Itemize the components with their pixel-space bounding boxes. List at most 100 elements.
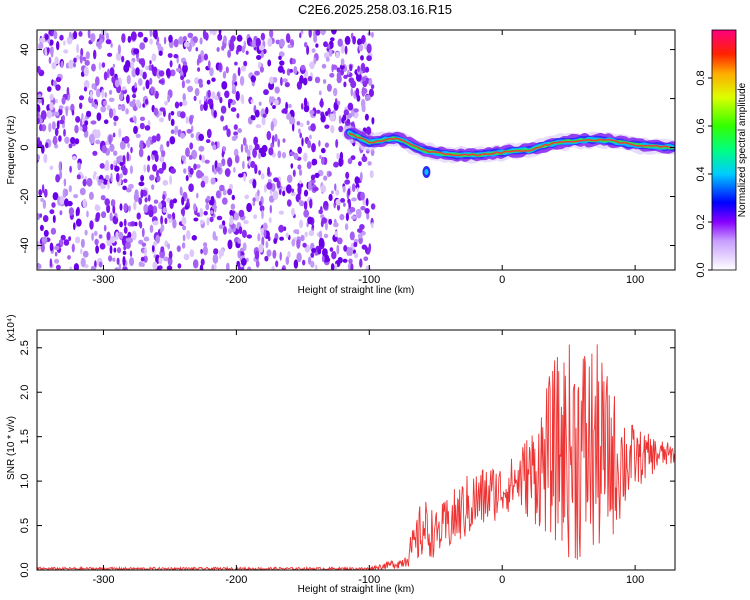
noise-speck bbox=[224, 168, 231, 177]
noise-speck bbox=[138, 197, 143, 205]
noise-speck bbox=[172, 218, 177, 229]
noise-speck bbox=[158, 50, 163, 56]
noise-speck bbox=[242, 160, 245, 170]
noise-speck bbox=[359, 224, 365, 230]
noise-speck bbox=[203, 210, 208, 216]
noise-speck bbox=[66, 36, 73, 45]
noise-speck bbox=[303, 152, 308, 162]
noise-speck bbox=[286, 68, 291, 76]
noise-speck bbox=[292, 122, 295, 132]
noise-speck bbox=[185, 147, 190, 157]
noise-speck bbox=[203, 53, 208, 61]
noise-speck bbox=[230, 107, 237, 112]
noise-speck bbox=[82, 178, 87, 187]
noise-speck bbox=[218, 249, 222, 260]
noise-speck bbox=[44, 188, 48, 198]
noise-speck bbox=[38, 140, 43, 149]
noise-speck bbox=[106, 32, 109, 41]
noise-speck bbox=[37, 155, 40, 161]
noise-speck bbox=[187, 85, 194, 93]
noise-speck bbox=[70, 137, 76, 144]
noise-speck bbox=[119, 203, 123, 211]
noise-speck bbox=[156, 169, 159, 178]
noise-speck bbox=[149, 38, 153, 45]
noise-speck bbox=[79, 54, 83, 64]
noise-speck bbox=[323, 205, 328, 210]
noise-speck bbox=[49, 102, 54, 111]
noise-speck bbox=[206, 195, 211, 200]
noise-speck bbox=[74, 124, 79, 134]
noise-speck bbox=[119, 140, 126, 150]
noise-speck bbox=[301, 137, 304, 147]
noise-speck bbox=[115, 231, 119, 241]
noise-speck bbox=[286, 184, 292, 194]
noise-speck bbox=[227, 239, 233, 250]
noise-speck bbox=[310, 252, 315, 258]
noise-speck bbox=[335, 51, 340, 58]
noise-speck bbox=[308, 181, 312, 191]
noise-speck bbox=[205, 203, 210, 211]
noise-speck bbox=[184, 41, 190, 48]
noise-speck bbox=[344, 45, 348, 55]
noise-speck bbox=[110, 42, 113, 48]
noise-speck bbox=[230, 203, 236, 210]
noise-speck bbox=[216, 215, 223, 221]
noise-speck bbox=[127, 142, 130, 148]
noise-speck bbox=[177, 263, 182, 269]
noise-speck bbox=[303, 189, 309, 197]
noise-speck bbox=[73, 30, 78, 40]
noise-speck bbox=[198, 133, 204, 141]
noise-speck bbox=[91, 83, 95, 90]
noise-speck bbox=[176, 245, 181, 252]
noise-speck bbox=[254, 109, 260, 118]
noise-speck bbox=[310, 260, 315, 268]
noise-speck bbox=[233, 148, 239, 157]
noise-speck bbox=[303, 105, 310, 113]
noise-speck bbox=[355, 209, 360, 216]
noise-speck bbox=[271, 266, 275, 270]
noise-speck bbox=[114, 267, 119, 270]
noise-speck bbox=[194, 77, 200, 85]
noise-speck bbox=[252, 201, 256, 207]
noise-speck bbox=[129, 101, 136, 107]
noise-speck bbox=[326, 83, 332, 92]
noise-speck bbox=[38, 42, 44, 50]
noise-speck bbox=[98, 261, 103, 268]
noise-speck bbox=[162, 179, 169, 186]
noise-speck bbox=[106, 204, 111, 214]
noise-speck bbox=[68, 59, 74, 69]
noise-speck bbox=[199, 207, 204, 218]
noise-speck bbox=[113, 121, 117, 126]
noise-speck bbox=[352, 35, 356, 45]
noise-speck bbox=[228, 98, 233, 104]
noise-speck bbox=[194, 88, 200, 97]
noise-speck bbox=[261, 144, 268, 153]
noise-speck bbox=[160, 246, 165, 253]
noise-speck bbox=[226, 262, 230, 270]
noise-speck bbox=[55, 76, 62, 83]
noise-speck bbox=[210, 177, 216, 185]
noise-speck bbox=[320, 184, 327, 193]
noise-speck bbox=[286, 199, 292, 207]
y-tick-label: 40 bbox=[19, 43, 31, 55]
noise-speck bbox=[198, 99, 202, 105]
noise-speck bbox=[205, 139, 211, 144]
noise-speck bbox=[107, 179, 110, 190]
noise-speck bbox=[83, 66, 89, 77]
noise-speck bbox=[158, 202, 163, 210]
noise-speck bbox=[200, 258, 205, 266]
noise-speck bbox=[120, 232, 123, 240]
noise-speck bbox=[311, 48, 316, 53]
noise-speck bbox=[199, 104, 204, 112]
noise-speck bbox=[312, 186, 319, 192]
noise-speck bbox=[113, 160, 117, 166]
noise-speck bbox=[250, 75, 256, 83]
noise-speck bbox=[310, 179, 316, 184]
noise-speck bbox=[63, 239, 70, 246]
noise-speck bbox=[59, 34, 64, 41]
noise-speck bbox=[360, 98, 366, 109]
noise-speck bbox=[255, 124, 262, 129]
noise-speck bbox=[80, 238, 85, 248]
noise-speck bbox=[231, 89, 237, 94]
noise-speck bbox=[321, 156, 325, 165]
